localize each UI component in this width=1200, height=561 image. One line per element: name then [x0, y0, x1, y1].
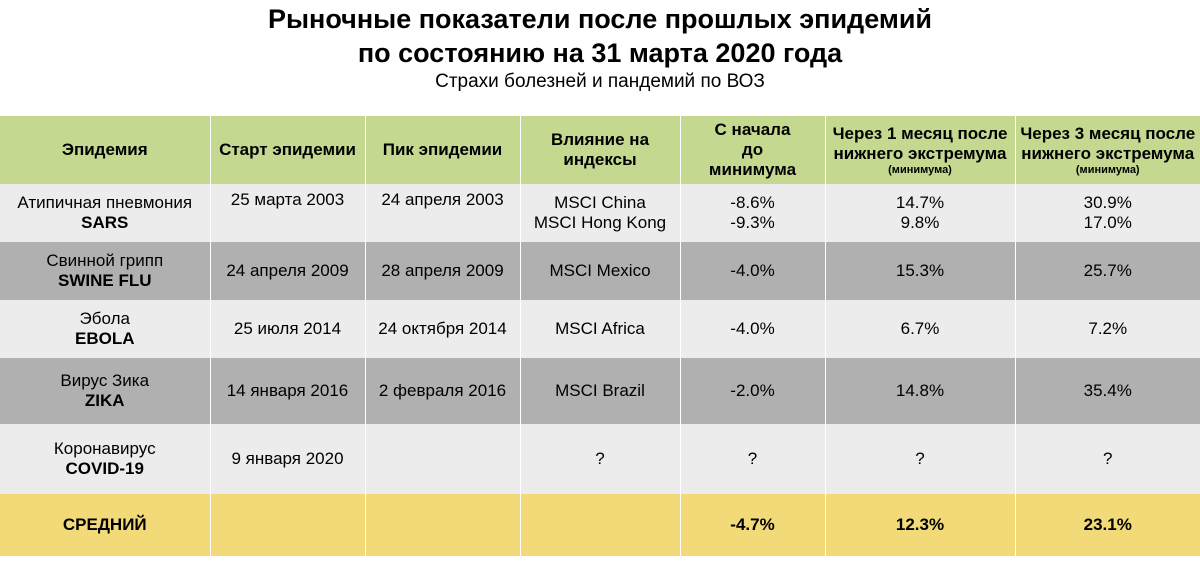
after-3m-cell: ?: [1015, 424, 1200, 494]
col-header-epidemic: Эпидемия: [0, 116, 211, 184]
average-after-1m: 12.3%: [825, 494, 1016, 556]
indices-cell: MSCI Mexico: [520, 242, 681, 300]
average-empty-start: [210, 494, 366, 556]
chart-subtitle: Страхи болезней и пандемий по ВОЗ: [435, 71, 765, 92]
to-min-cell: -4.0%: [680, 242, 826, 300]
col-header-after-1m: Через 1 месяц после нижнего экстремума (м…: [825, 116, 1016, 184]
table-row: Коронавирус COVID-19 9 января 2020 ? ? ? …: [0, 424, 1200, 494]
average-empty-indices: [520, 494, 681, 556]
peak-cell: [365, 424, 521, 494]
epidemic-cell: Эбола EBOLA: [0, 300, 211, 358]
indices-cell: ?: [520, 424, 681, 494]
col-header-to-min: С начала до минимума: [680, 116, 826, 184]
average-row: СРЕДНИЙ -4.7% 12.3% 23.1%: [0, 494, 1200, 556]
after-1m-cell: 15.3%: [825, 242, 1016, 300]
after-1m-cell: 14.7% 9.8%: [825, 184, 1016, 242]
average-to-min: -4.7%: [680, 494, 826, 556]
after-3m-cell: 30.9% 17.0%: [1015, 184, 1200, 242]
indices-cell: MSCI Africa: [520, 300, 681, 358]
after-3m-cell: 25.7%: [1015, 242, 1200, 300]
average-label: СРЕДНИЙ: [0, 494, 211, 556]
start-cell: 25 июля 2014: [210, 300, 366, 358]
after-3m-cell: 7.2%: [1015, 300, 1200, 358]
table-row: Атипичная пневмония SARS 25 марта 2003 24…: [0, 184, 1200, 242]
after-1m-cell: 6.7%: [825, 300, 1016, 358]
epidemic-cell: Коронавирус COVID-19: [0, 424, 211, 494]
start-cell: 9 января 2020: [210, 424, 366, 494]
to-min-cell: ?: [680, 424, 826, 494]
after-3m-cell: 35.4%: [1015, 358, 1200, 424]
header-row: Эпидемия Старт эпидемии Пик эпидемии Вли…: [0, 116, 1200, 184]
col-header-peak: Пик эпидемии: [365, 116, 521, 184]
table-row: Свинной грипп SWINE FLU 24 апреля 2009 28…: [0, 242, 1200, 300]
epidemic-cell: Атипичная пневмония SARS: [0, 184, 211, 242]
after-1m-cell: 14.8%: [825, 358, 1016, 424]
epidemics-table: Эпидемия Старт эпидемии Пик эпидемии Вли…: [0, 116, 1200, 556]
start-cell: 14 января 2016: [210, 358, 366, 424]
peak-cell: 24 апреля 2003: [365, 184, 521, 242]
chart-title-line-1: Рыночные показатели после прошлых эпидем…: [267, 4, 933, 34]
indices-cell: MSCI China MSCI Hong Kong: [520, 184, 681, 242]
epidemic-cell: Свинной грипп SWINE FLU: [0, 242, 211, 300]
col-header-start: Старт эпидемии: [210, 116, 366, 184]
to-min-cell: -8.6% -9.3%: [680, 184, 826, 242]
to-min-cell: -2.0%: [680, 358, 826, 424]
peak-cell: 28 апреля 2009: [365, 242, 521, 300]
after-1m-cell: ?: [825, 424, 1016, 494]
table-row: Эбола EBOLA 25 июля 2014 24 октября 2014 …: [0, 300, 1200, 358]
col-header-indices: Влияние на индексы: [520, 116, 681, 184]
col-header-after-3m: Через 3 месяц после нижнего экстремума (м…: [1015, 116, 1200, 184]
chart-title-line-2: по состоянию на 31 марта 2020 года: [357, 38, 843, 68]
indices-cell: MSCI Brazil: [520, 358, 681, 424]
average-after-3m: 23.1%: [1015, 494, 1200, 556]
epidemic-cell: Вирус Зика ZIKA: [0, 358, 211, 424]
table-row: Вирус Зика ZIKA 14 января 2016 2 февраля …: [0, 358, 1200, 424]
peak-cell: 2 февраля 2016: [365, 358, 521, 424]
to-min-cell: -4.0%: [680, 300, 826, 358]
start-cell: 24 апреля 2009: [210, 242, 366, 300]
average-empty-peak: [365, 494, 521, 556]
start-cell: 25 марта 2003: [210, 184, 366, 242]
peak-cell: 24 октября 2014: [365, 300, 521, 358]
